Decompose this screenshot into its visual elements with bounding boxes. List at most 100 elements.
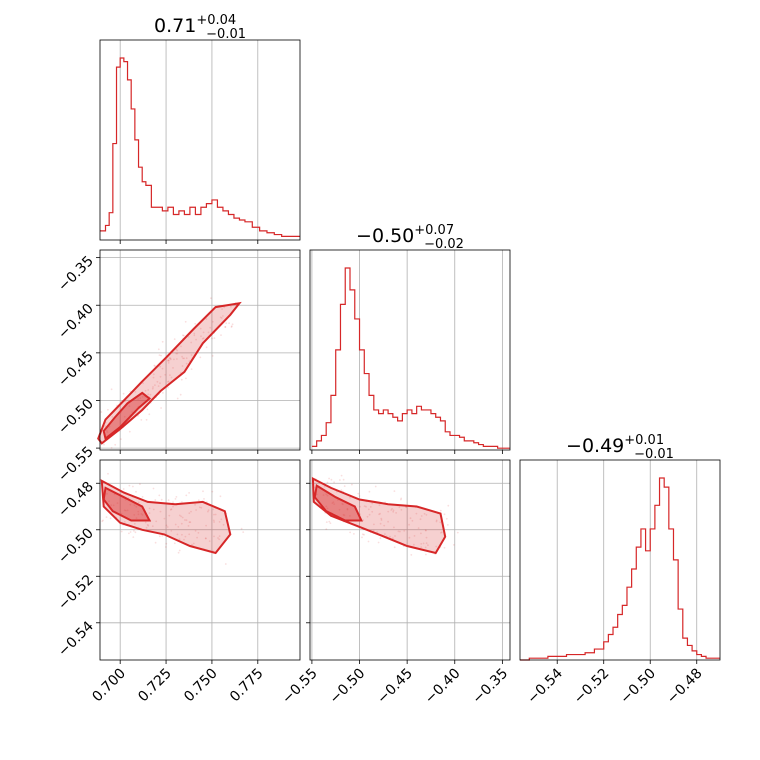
sample-point: [114, 443, 117, 446]
sample-point: [157, 348, 160, 351]
sample-point: [122, 488, 125, 490]
sample-point: [397, 530, 400, 533]
axes-frame: [99, 249, 301, 451]
sample-point: [104, 425, 107, 427]
sample-point: [193, 332, 196, 335]
sample-point: [155, 520, 158, 523]
sample-point: [393, 546, 396, 549]
sample-point: [159, 365, 162, 368]
sample-point: [174, 523, 177, 526]
sample-point: [379, 522, 382, 525]
sample-point: [208, 540, 211, 542]
sample-point: [140, 513, 143, 515]
sample-point: [394, 535, 396, 537]
sample-point: [443, 546, 446, 549]
sample-point: [189, 521, 192, 524]
sample-point: [163, 517, 166, 520]
sample-point: [340, 489, 343, 492]
sample-point: [400, 498, 402, 501]
sample-point: [342, 513, 345, 516]
sample-point: [156, 380, 159, 383]
sample-point: [168, 360, 170, 362]
sample-point: [366, 515, 369, 518]
sample-point: [435, 520, 438, 523]
sample-point: [187, 525, 190, 527]
sample-point: [372, 529, 375, 532]
sample-point: [123, 521, 126, 523]
sample-point: [425, 553, 427, 556]
sample-point: [413, 535, 416, 537]
sample-point: [148, 507, 151, 510]
sample-point: [240, 527, 243, 530]
sample-point: [175, 496, 178, 498]
sample-point: [420, 543, 423, 545]
sample-point: [378, 504, 381, 507]
sample-point: [161, 367, 164, 370]
sample-point: [161, 534, 164, 537]
sample-point: [142, 382, 144, 385]
sample-point: [179, 393, 182, 396]
y-tick-label: −0.50: [55, 525, 97, 567]
sample-point: [408, 523, 410, 526]
sample-point: [440, 531, 443, 533]
sample-point: [159, 375, 162, 378]
outer-contour: [311, 476, 447, 555]
sample-point: [147, 524, 150, 527]
sample-point: [133, 504, 136, 507]
sample-point: [219, 316, 222, 319]
sample-point: [194, 322, 197, 325]
sample-point: [218, 535, 221, 537]
sample-point: [111, 416, 114, 418]
sample-point: [427, 544, 429, 547]
sample-point: [173, 542, 176, 545]
x-tick-label: −0.40: [422, 666, 464, 708]
sample-point: [180, 522, 183, 525]
sample-point: [154, 499, 157, 501]
sample-point: [135, 517, 138, 519]
sample-point: [145, 526, 148, 529]
sample-point: [112, 504, 115, 507]
sample-point: [377, 541, 380, 544]
sample-point: [154, 541, 157, 544]
sample-point: [371, 510, 374, 513]
sample-point: [146, 408, 149, 411]
sample-point: [330, 478, 333, 481]
sample-point: [167, 380, 170, 383]
sample-point: [424, 546, 427, 549]
sample-point: [101, 520, 104, 523]
sample-point: [423, 512, 426, 515]
y-tick-label: −0.35: [55, 253, 97, 295]
sample-point: [325, 528, 328, 530]
sample-point: [210, 297, 212, 300]
sample-point: [182, 357, 184, 360]
x-tick-label: 0.700: [89, 666, 129, 706]
sample-point: [197, 499, 200, 502]
sample-point: [361, 533, 364, 536]
sample-point: [218, 538, 221, 541]
sample-point: [122, 392, 125, 395]
sample-point: [185, 362, 188, 365]
sample-point: [194, 503, 196, 506]
sample-point: [380, 519, 383, 521]
sample-point: [425, 529, 427, 532]
sample-point: [207, 509, 210, 511]
sample-point: [378, 513, 380, 516]
sample-point: [390, 509, 393, 511]
sample-point: [147, 393, 150, 396]
sample-point: [439, 509, 442, 512]
sample-point: [340, 474, 343, 477]
sample-point: [137, 513, 140, 516]
sample-point: [103, 443, 105, 446]
sample-point: [108, 425, 111, 428]
sample-point: [199, 356, 202, 359]
sample-point: [120, 438, 122, 440]
sample-point: [120, 512, 123, 515]
sample-point: [176, 397, 179, 400]
sample-point: [182, 334, 184, 337]
sample-point: [190, 341, 193, 344]
sample-point: [343, 514, 346, 517]
sample-point: [349, 515, 351, 517]
sample-point: [170, 530, 173, 532]
x-tick-label: −0.45: [374, 666, 416, 708]
sample-point: [424, 529, 427, 532]
